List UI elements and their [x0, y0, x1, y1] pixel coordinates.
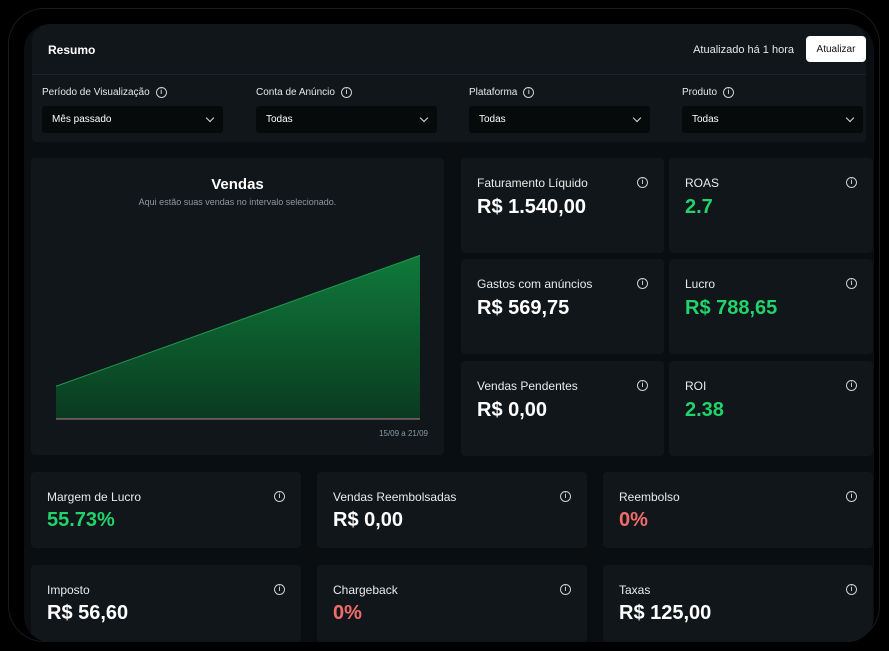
info-icon[interactable]: i [560, 491, 571, 502]
card-label: ROI [685, 379, 707, 393]
sales-area-chart [55, 254, 421, 420]
card-value: R$ 56,60 [47, 602, 129, 624]
card-value: 55.73% [47, 509, 115, 531]
period-select-value: Mês passado [52, 114, 112, 125]
filter-period-label: Período de Visualização [42, 86, 150, 98]
info-icon[interactable]: i [274, 491, 285, 502]
info-icon[interactable]: i [340, 86, 352, 98]
card-net-revenue: Faturamento Líquido i R$ 1.540,00 [461, 158, 664, 253]
page-title: Resumo [48, 43, 96, 57]
filter-platform-label: Plataforma [469, 86, 518, 98]
card-label: Reembolso [619, 490, 680, 504]
card-label: Lucro [685, 277, 716, 291]
card-value: R$ 0,00 [333, 509, 404, 531]
chart-title: Vendas [211, 176, 264, 193]
card-roi: ROI i 2.38 [669, 361, 873, 456]
sales-chart-panel: Vendas Aqui estão suas vendas no interva… [31, 158, 444, 455]
card-value: R$ 788,65 [685, 297, 778, 319]
card-fees: Taxas i R$ 125,00 [603, 565, 873, 642]
period-select[interactable]: Mês passado [42, 106, 223, 133]
card-value: 0% [333, 602, 362, 624]
filter-product-label: Produto [682, 86, 718, 98]
ad-account-select-value: Todas [266, 114, 293, 125]
card-ad-spend: Gastos com anúncios i R$ 569,75 [461, 259, 664, 354]
card-label: Gastos com anúncios [477, 277, 593, 291]
info-icon[interactable]: i [637, 278, 648, 289]
header-divider [32, 74, 866, 75]
chart-subtitle: Aqui estão suas vendas no intervalo sele… [138, 197, 337, 207]
product-select[interactable]: Todas [682, 106, 863, 133]
card-chargeback: Chargeback i 0% [317, 565, 587, 642]
card-roas: ROAS i 2.7 [669, 158, 873, 253]
card-value: R$ 1.540,00 [477, 196, 586, 218]
platform-select[interactable]: Todas [469, 106, 650, 133]
info-icon[interactable]: i [274, 584, 285, 595]
dashboard-screen: Resumo Atualizado há 1 hora Atualizar Pe… [24, 24, 874, 642]
card-profit-margin: Margem de Lucro i 55.73% [31, 472, 301, 548]
info-icon[interactable]: i [846, 584, 857, 595]
card-label: Faturamento Líquido [477, 176, 588, 190]
chevron-down-icon [419, 113, 429, 123]
card-refund-rate: Reembolso i 0% [603, 472, 873, 548]
card-label: Taxas [619, 583, 651, 597]
info-icon[interactable]: i [846, 491, 857, 502]
summary-header: Resumo Atualizado há 1 hora Atualizar Pe… [32, 24, 866, 142]
sales-line-series [55, 254, 421, 387]
card-value: 2.7 [685, 196, 713, 218]
card-profit: Lucro i R$ 788,65 [669, 259, 873, 354]
info-icon[interactable]: i [155, 86, 167, 98]
info-icon[interactable]: i [637, 177, 648, 188]
filter-ad-account-label: Conta de Anúncio [256, 86, 335, 98]
card-value: R$ 0,00 [477, 399, 548, 421]
info-icon[interactable]: i [723, 86, 735, 98]
card-tax: Imposto i R$ 56,60 [31, 565, 301, 642]
card-label: Vendas Reembolsadas [333, 490, 457, 504]
updated-status: Atualizado há 1 hora [693, 44, 794, 56]
card-value: 0% [619, 509, 648, 531]
info-icon[interactable]: i [846, 380, 857, 391]
card-value: R$ 125,00 [619, 602, 712, 624]
ad-account-select[interactable]: Todas [256, 106, 437, 133]
card-value: 2.38 [685, 399, 724, 421]
filter-period: Período de Visualização i Mês passado [42, 86, 223, 133]
card-label: ROAS [685, 176, 720, 190]
filter-ad-account: Conta de Anúncio i Todas [256, 86, 437, 133]
card-label: Margem de Lucro [47, 490, 142, 504]
product-select-value: Todas [692, 114, 719, 125]
chevron-down-icon [632, 113, 642, 123]
chart-date-range: 15/09 a 21/09 [379, 429, 428, 438]
card-label: Imposto [47, 583, 90, 597]
sales-area-series [56, 255, 420, 419]
info-icon[interactable]: i [523, 86, 535, 98]
card-value: R$ 569,75 [477, 297, 570, 319]
info-icon[interactable]: i [560, 584, 571, 595]
card-label: Chargeback [333, 583, 398, 597]
platform-select-value: Todas [479, 114, 506, 125]
info-icon[interactable]: i [846, 177, 857, 188]
info-icon[interactable]: i [637, 380, 648, 391]
chevron-down-icon [205, 113, 215, 123]
info-icon[interactable]: i [846, 278, 857, 289]
refresh-button[interactable]: Atualizar [806, 36, 866, 62]
card-pending-sales: Vendas Pendentes i R$ 0,00 [461, 361, 664, 456]
chevron-down-icon [845, 113, 855, 123]
filter-product: Produto i Todas [682, 86, 863, 133]
device-frame: Resumo Atualizado há 1 hora Atualizar Pe… [8, 8, 880, 642]
card-label: Vendas Pendentes [477, 379, 578, 393]
filter-platform: Plataforma i Todas [469, 86, 650, 133]
card-refunded-sales: Vendas Reembolsadas i R$ 0,00 [317, 472, 587, 548]
